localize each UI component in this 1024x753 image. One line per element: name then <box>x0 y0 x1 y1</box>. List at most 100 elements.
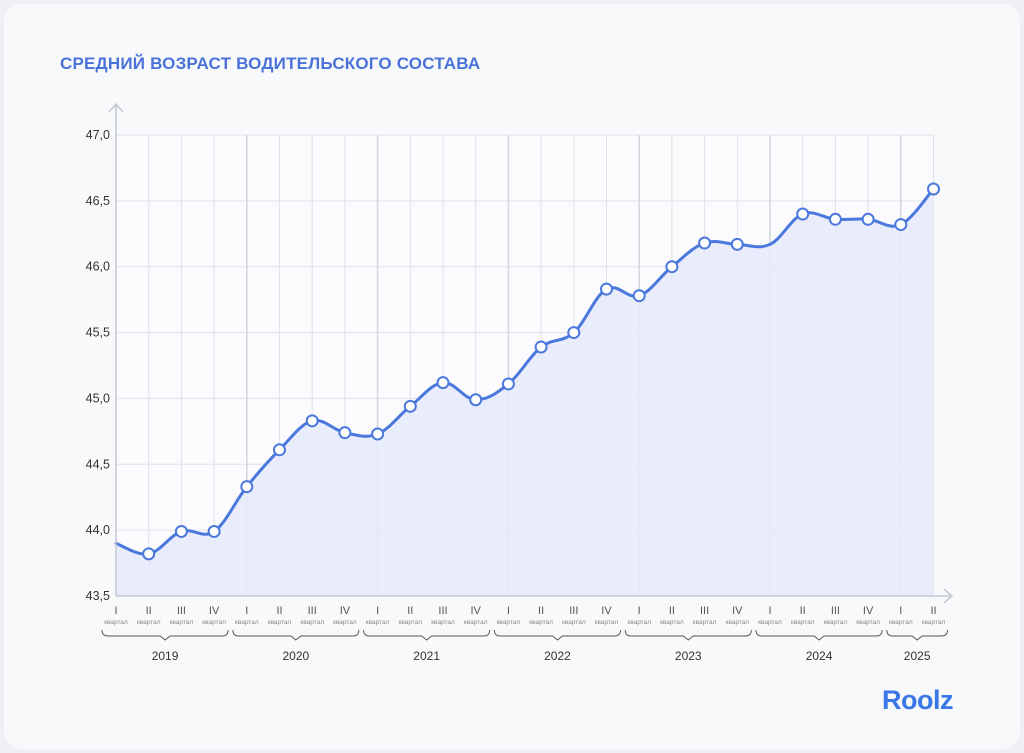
x-quarter-label: III <box>308 605 317 617</box>
data-point <box>698 236 712 250</box>
data-point <box>436 376 450 390</box>
x-quarter-sublabel: квартал <box>824 619 848 626</box>
x-quarter-label: IV <box>470 605 481 617</box>
data-point <box>894 218 908 232</box>
y-tick-label: 45,0 <box>86 391 110 405</box>
x-quarter-sublabel: квартал <box>137 619 161 626</box>
year-bracket <box>101 629 229 641</box>
x-quarter-label: IV <box>209 605 220 617</box>
x-quarter-label: II <box>669 605 675 617</box>
x-quarter-label: I <box>899 605 902 617</box>
x-quarter-sublabel: квартал <box>595 619 619 626</box>
x-quarter-sublabel: квартал <box>431 619 455 626</box>
data-point <box>730 237 744 251</box>
x-quarter-sublabel: квартал <box>170 619 194 626</box>
year-bracket <box>493 629 621 641</box>
data-point <box>796 207 810 221</box>
x-quarter-sublabel: квартал <box>922 619 946 626</box>
data-point <box>305 414 319 428</box>
x-quarter-label: IV <box>732 605 743 617</box>
data-point <box>927 182 940 196</box>
x-year-label: 2023 <box>675 649 702 663</box>
x-quarter-sublabel: квартал <box>660 619 684 626</box>
y-tick-label: 47,0 <box>86 128 110 142</box>
y-tick-label: 46,0 <box>86 260 110 274</box>
x-quarter-sublabel: квартал <box>889 619 913 626</box>
x-quarter-sublabel: квартал <box>725 619 749 626</box>
x-quarter-label: IV <box>863 605 874 617</box>
x-year-label: 2019 <box>152 649 179 663</box>
x-quarter-label: III <box>177 605 186 617</box>
data-point <box>207 524 221 538</box>
x-quarter-sublabel: квартал <box>758 619 782 626</box>
x-quarter-sublabel: квартал <box>366 619 390 626</box>
data-point <box>142 547 156 561</box>
data-point <box>371 427 385 441</box>
area-fill <box>116 189 934 596</box>
x-quarter-label: II <box>146 605 152 617</box>
x-quarter-sublabel: квартал <box>300 619 324 626</box>
x-quarter-label: I <box>376 605 379 617</box>
x-quarter-label: IV <box>340 605 351 617</box>
x-quarter-sublabel: квартал <box>464 619 488 626</box>
x-quarter-label: III <box>569 605 578 617</box>
data-point <box>174 524 188 538</box>
x-quarter-label: IV <box>601 605 612 617</box>
chart-title: СРЕДНИЙ ВОЗРАСТ ВОДИТЕЛЬСКОГО СОСТАВА <box>60 54 481 73</box>
x-quarter-label: II <box>930 605 936 617</box>
y-tick-label: 44,5 <box>86 457 110 471</box>
x-quarter-sublabel: квартал <box>268 619 292 626</box>
data-point <box>861 212 875 226</box>
roolz-logo: Roolz <box>882 685 954 715</box>
y-axis-arrow <box>108 102 124 113</box>
year-bracket <box>363 629 491 641</box>
x-quarter-label: II <box>276 605 282 617</box>
year-bracket <box>755 629 883 641</box>
data-point <box>469 393 483 407</box>
x-quarter-label: III <box>831 605 840 617</box>
data-point <box>534 340 548 354</box>
x-year-label: 2020 <box>282 649 309 663</box>
x-year-label: 2024 <box>806 649 833 663</box>
x-year-label: 2025 <box>904 649 931 663</box>
x-year-label: 2021 <box>413 649 440 663</box>
x-quarter-label: III <box>438 605 447 617</box>
x-quarter-sublabel: квартал <box>529 619 553 626</box>
year-bracket <box>624 629 752 641</box>
x-quarter-sublabel: квартал <box>791 619 815 626</box>
x-quarter-sublabel: квартал <box>398 619 422 626</box>
data-point <box>338 426 352 440</box>
x-quarter-label: II <box>407 605 413 617</box>
y-tick-label: 45,5 <box>86 326 110 340</box>
data-point <box>567 326 581 340</box>
x-quarter-label: II <box>800 605 806 617</box>
data-point <box>665 260 679 274</box>
x-quarter-label: I <box>114 605 117 617</box>
data-point <box>828 212 842 226</box>
x-quarter-sublabel: квартал <box>333 619 357 626</box>
x-quarter-label: I <box>768 605 771 617</box>
data-point <box>403 399 417 413</box>
data-point <box>273 443 286 457</box>
x-quarter-label: I <box>245 605 248 617</box>
x-quarter-label: III <box>700 605 709 617</box>
x-quarter-label: I <box>507 605 510 617</box>
x-quarter-sublabel: квартал <box>693 619 717 626</box>
data-point <box>632 289 646 303</box>
x-year-label: 2022 <box>544 649 571 663</box>
x-quarter-sublabel: квартал <box>202 619 226 626</box>
y-tick-label: 43,5 <box>86 589 110 603</box>
x-quarter-sublabel: квартал <box>856 619 880 626</box>
data-point <box>600 282 613 296</box>
year-bracket <box>232 629 360 641</box>
year-bracket <box>886 629 948 641</box>
y-tick-label: 46,5 <box>86 194 110 208</box>
y-tick-label: 44,0 <box>86 523 110 537</box>
x-quarter-label: I <box>638 605 641 617</box>
x-quarter-sublabel: квартал <box>235 619 259 626</box>
data-point <box>240 480 254 494</box>
x-axis-arrow <box>943 588 954 604</box>
x-quarter-sublabel: квартал <box>104 619 128 626</box>
x-quarter-label: II <box>538 605 544 617</box>
